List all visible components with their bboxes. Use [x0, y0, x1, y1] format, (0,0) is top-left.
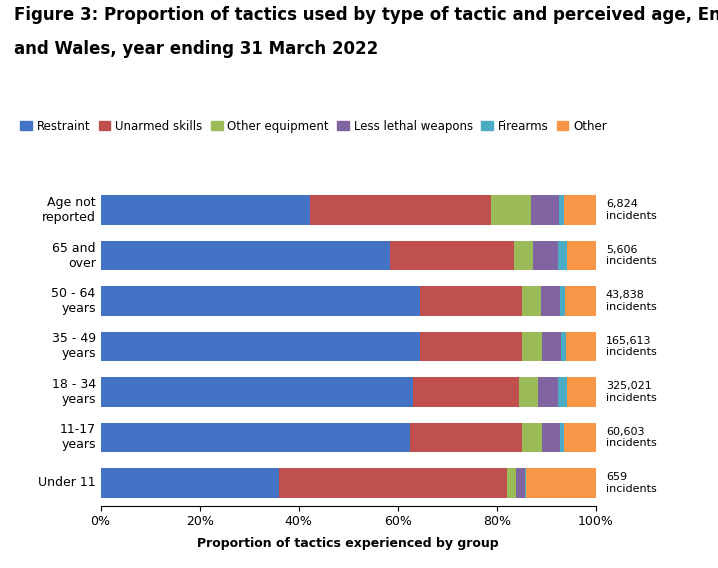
Bar [101, 241, 391, 270]
Bar [519, 377, 538, 407]
Bar [533, 241, 558, 270]
Bar [565, 286, 596, 316]
Bar [525, 468, 526, 498]
Bar [516, 468, 525, 498]
Bar [542, 332, 561, 361]
Bar [514, 241, 533, 270]
Bar [560, 286, 565, 316]
Bar [101, 468, 279, 498]
Bar [309, 195, 491, 225]
Bar [564, 195, 596, 225]
Bar [567, 332, 596, 361]
Bar [567, 377, 596, 407]
Bar [410, 423, 522, 452]
X-axis label: Proportion of tactics experienced by group: Proportion of tactics experienced by gro… [197, 537, 499, 550]
Text: 43,838
incidents: 43,838 incidents [606, 290, 656, 312]
Text: 325,021
incidents: 325,021 incidents [606, 381, 656, 403]
Bar [101, 332, 420, 361]
Bar [567, 241, 596, 270]
Bar [491, 195, 531, 225]
Bar [279, 468, 507, 498]
Bar [413, 377, 519, 407]
Bar [541, 286, 560, 316]
Bar [420, 286, 521, 316]
Bar [521, 332, 542, 361]
Bar [391, 241, 514, 270]
Text: 659
incidents: 659 incidents [606, 472, 656, 494]
Bar [101, 423, 410, 452]
Bar [559, 195, 564, 225]
Bar [558, 377, 567, 407]
Bar [101, 195, 309, 225]
Text: and Wales, year ending 31 March 2022: and Wales, year ending 31 March 2022 [14, 40, 378, 58]
Legend: Restraint, Unarmed skills, Other equipment, Less lethal weapons, Firearms, Other: Restraint, Unarmed skills, Other equipme… [20, 119, 607, 132]
Bar [101, 286, 420, 316]
Bar [561, 332, 567, 361]
Bar [521, 286, 541, 316]
Bar [558, 241, 567, 270]
Text: Figure 3: Proportion of tactics used by type of tactic and perceived age, Englan: Figure 3: Proportion of tactics used by … [14, 6, 718, 24]
Bar [542, 423, 560, 452]
Bar [526, 468, 596, 498]
Bar [521, 423, 542, 452]
Bar [531, 195, 559, 225]
Bar [507, 468, 516, 498]
Bar [538, 377, 558, 407]
Bar [420, 332, 521, 361]
Bar [101, 377, 413, 407]
Text: 6,824
incidents: 6,824 incidents [606, 199, 656, 221]
Text: 60,603
incidents: 60,603 incidents [606, 427, 656, 448]
Bar [560, 423, 564, 452]
Text: 165,613
incidents: 165,613 incidents [606, 336, 656, 357]
Text: 5,606
incidents: 5,606 incidents [606, 245, 656, 266]
Bar [564, 423, 596, 452]
